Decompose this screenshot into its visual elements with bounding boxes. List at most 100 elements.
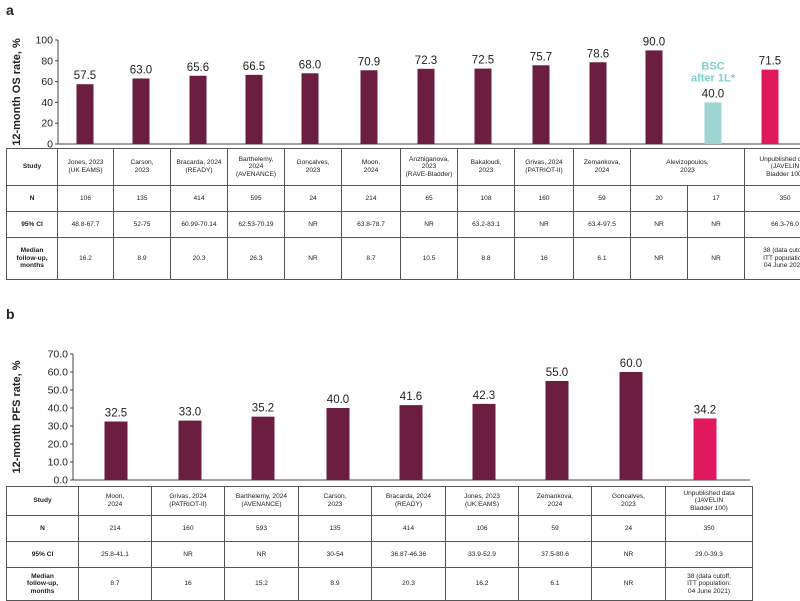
os-table-cell: 26.3 [228, 238, 285, 280]
pfs-study-header: Goncalves, 2023 [592, 487, 666, 516]
os-table-cell: 108 [458, 186, 515, 212]
os-study-header: Zemankova, 2024 [574, 149, 631, 186]
os-table-cell: NR [631, 238, 688, 280]
pfs-table-cell: 20.3 [372, 568, 446, 601]
os-study-header: Moon, 2024 [342, 149, 401, 186]
os-table-cell: 38 (data cutoff, ITT population: 04 June… [745, 238, 800, 280]
os-table-cell: NR [515, 212, 574, 238]
pfs-bar [179, 421, 202, 480]
pfs-table-cell: NR [592, 568, 666, 601]
pfs-table-cell: 24 [592, 516, 666, 542]
pfs-value-label: 40.0 [327, 394, 349, 406]
pfs-table-cell: 214 [79, 516, 152, 542]
os-study-header: Anzhiganova, 2023 (RAVE-Bladder) [401, 149, 458, 186]
os-study-header: Jones, 2023 (UK EAMS) [58, 149, 114, 186]
os-table-cell: 135 [114, 186, 171, 212]
pfs-table-cell: 33.9-52.9 [446, 542, 519, 568]
pfs-table-cell: 350 [666, 516, 753, 542]
pfs-table-cell: 593 [225, 516, 299, 542]
os-study-header: Goncalves, 2023 [285, 149, 342, 186]
pfs-table-cell: 16 [152, 568, 225, 601]
pfs-table-cell: 59 [519, 516, 592, 542]
pfs-value-label: 41.6 [400, 391, 422, 403]
pfs-study-header: Barthelemy, 2024 (AVENANCE) [225, 487, 299, 516]
pfs-bar [327, 408, 350, 480]
pfs-table-cell: 8.9 [299, 568, 372, 601]
os-table-cell: 8.7 [342, 238, 401, 280]
pfs-value-label: 34.2 [694, 404, 716, 416]
pfs-table-cell: NR [152, 542, 225, 568]
pfs-study-header: Moon, 2024 [79, 487, 152, 516]
os-table-cell: NR [401, 212, 458, 238]
pfs-tick-label: 10.0 [48, 457, 69, 469]
os-table-cell: 414 [171, 186, 228, 212]
os-header-label: Study [7, 149, 58, 186]
pfs-tick-label: 30.0 [48, 421, 69, 433]
pfs-value-label: 42.3 [473, 390, 495, 402]
pfs-table-cell: 106 [446, 516, 519, 542]
pfs-row-label: 95% CI [7, 542, 79, 568]
os-table-cell: 16 [515, 238, 574, 280]
os-table-cell: 10.5 [401, 238, 458, 280]
os-study-header: Barthelemy, 2024 (AVENANCE) [228, 149, 285, 186]
os-table-cell: 63.8-78.7 [342, 212, 401, 238]
pfs-table-cell: 16.2 [446, 568, 519, 601]
pfs-table-cell: 15.2 [225, 568, 299, 601]
os-table-cell: 66.3-76.0 [745, 212, 800, 238]
pfs-row-label: N [7, 516, 79, 542]
os-study-header: Carson, 2023 [114, 149, 171, 186]
os-table-cell: 65 [401, 186, 458, 212]
os-table-cell: 62.53-70.19 [228, 212, 285, 238]
os-row-label: 95% CI [7, 212, 58, 238]
pfs-tick-label: 40.0 [48, 403, 69, 415]
pfs-table-cell: 37.5-80.6 [519, 542, 592, 568]
pfs-bar [252, 417, 275, 480]
os-table-cell: 6.1 [574, 238, 631, 280]
pfs-tick-label: 20.0 [48, 439, 69, 451]
os-table-cell: 16.2 [58, 238, 114, 280]
pfs-study-header: Unpublished data (JAVELIN Bladder 100) [666, 487, 753, 516]
os-table-cell: NR [688, 212, 745, 238]
os-row-label: Median follow-up, months [7, 238, 58, 280]
pfs-table-cell: 135 [299, 516, 372, 542]
os-table-cell: 214 [342, 186, 401, 212]
pfs-table-cell: NR [225, 542, 299, 568]
os-table-cell: 48.8-67.7 [58, 212, 114, 238]
pfs-table-cell: 8.7 [79, 568, 152, 601]
pfs-row-label: Median follow-up, months [7, 568, 79, 601]
pfs-bar [620, 372, 643, 480]
pfs-study-header: Jones, 2023 (UK EAMS) [446, 487, 519, 516]
pfs-table-cell: 6.1 [519, 568, 592, 601]
os-study-header: Bakaloudi, 2023 [458, 149, 515, 186]
pfs-y-axis-label: 12-month PFS rate, % [11, 360, 23, 473]
os-table-cell: NR [285, 212, 342, 238]
pfs-value-label: 35.2 [252, 403, 274, 415]
os-table-cell: NR [631, 212, 688, 238]
os-table-cell: 8.8 [458, 238, 515, 280]
pfs-table-cell: 38 (data cutoff, ITT population: 04 June… [666, 568, 753, 601]
os-table-cell: 106 [58, 186, 114, 212]
pfs-bar [473, 404, 496, 480]
pfs-value-label: 32.5 [105, 408, 127, 420]
os-table-cell: 20.3 [171, 238, 228, 280]
pfs-value-label: 33.0 [179, 407, 201, 419]
os-table-cell: NR [688, 238, 745, 280]
os-table-cell: 8.9 [114, 238, 171, 280]
pfs-header-label: Study [7, 487, 79, 516]
os-table-cell: 60.99-70.14 [171, 212, 228, 238]
os-table-cell: 59 [574, 186, 631, 212]
os-study-header: Bracarda, 2024 (READY) [171, 149, 228, 186]
pfs-study-header: Carson, 2023 [299, 487, 372, 516]
os-table-cell: 20 [631, 186, 688, 212]
pfs-tick-label: 50.0 [48, 385, 69, 397]
pfs-tick-label: 60.0 [48, 367, 69, 379]
pfs-study-header: Bracarda, 2024 (READY) [372, 487, 446, 516]
os-study-header: Alevizopoulos, 2023 [631, 149, 745, 186]
